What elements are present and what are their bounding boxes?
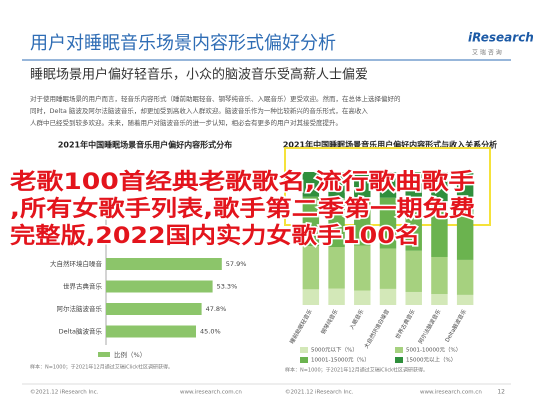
category-label: 阿尔法脑波音乐 (57, 304, 103, 313)
legend-swatch (98, 352, 110, 357)
body-line: 人群中已经受到较多欢迎。未来，随着用户对脑波音乐的进一步认知，相必会有更多的用户… (30, 118, 342, 127)
stacked-segment (405, 200, 422, 251)
value-label: 45.0% (200, 328, 221, 336)
bar (106, 280, 213, 293)
legend-label: 10001-15000元（%） (311, 357, 370, 364)
category-label: 世界古典音乐 (63, 282, 103, 291)
stacked-segment (456, 294, 474, 305)
bar (106, 258, 222, 270)
body-line: 同时，Delta 脑波及阿尔法脑波音乐，却更加受到高收入人群欢迎。脑波音乐作为一… (30, 106, 368, 115)
stacked-segment (431, 172, 448, 208)
stacked-segment (328, 198, 345, 248)
stacked-segment (354, 172, 371, 199)
legend-label: 15000元以上（%） (406, 356, 456, 364)
stacked-segment (405, 291, 422, 305)
legend-swatch (300, 347, 308, 353)
stacked-segment (379, 197, 397, 249)
logo-sub: 艾 瑞 咨 询 (472, 49, 502, 57)
subtitle: 睡眠场景用户偏好轻音乐，小众的脑波音乐受高薪人士偏爱 (30, 67, 368, 83)
value-label: 47.8% (206, 305, 227, 313)
page-number: 12 (497, 389, 505, 396)
bar (106, 325, 196, 338)
body-line: 对于使用睡眠场景的用户而言，轻音乐内容形式（睡前助眠轻音、钢琴纯音乐、入眠音乐）… (30, 94, 401, 103)
stacked-segment (405, 250, 422, 292)
value-label: 53.3% (217, 283, 238, 291)
footer-left: ©2021.12 iResearch Inc. (30, 389, 99, 396)
legend-label: 5001-10000元（%） (406, 347, 461, 354)
footer-site: www.iresearch.com.cn (180, 390, 242, 396)
stacked-segment (302, 246, 320, 290)
legend-swatch (300, 357, 308, 363)
stacked-segment (379, 172, 397, 198)
footer-right: ©2021.12 iResearch Inc. (285, 389, 354, 396)
stacked-segment (431, 294, 448, 305)
stacked-segment (328, 288, 345, 305)
legend-label: 比例（%） (114, 350, 146, 359)
value-label: 57.9% (226, 260, 247, 268)
stacked-segment (354, 198, 371, 246)
legend-swatch (395, 347, 403, 353)
stacked-segment (302, 196, 320, 247)
stacked-segment (456, 211, 474, 260)
stacked-segment (302, 172, 320, 197)
left-chart-title: 2021年中国睡眠场景音乐用户偏好内容形式分布 (58, 140, 232, 150)
overlay-text: 完整版,2022国内实力女歌手100名 (10, 223, 420, 249)
stacked-segment (431, 207, 448, 257)
stacked-segment (302, 289, 320, 305)
source-note: 样本：N=1000；于2021年12月通过艾瑞iClick社区调研获得。 (30, 364, 173, 371)
stacked-segment (379, 248, 397, 289)
overlay-text: 老歌100首经典老歌歌名,流行歌曲歌手 (9, 169, 475, 195)
title: 用户对睡眠音乐场景内容形式偏好分析 (30, 33, 336, 54)
legend-swatch (395, 357, 403, 363)
stacked-segment (354, 245, 371, 291)
stacked-segment (328, 247, 345, 289)
stacked-segment (379, 288, 397, 305)
category-label: Delta脑波音乐 (59, 327, 103, 336)
stacked-segment (456, 259, 474, 295)
footer-site: www.iresearch.com.cn (420, 390, 482, 396)
category-label: 大自然环境白噪音 (50, 259, 103, 268)
overlay-text: ,所有女歌手列表,歌手第二季第一期免费 (10, 196, 475, 222)
overlay: 老歌100首经典老歌歌名,流行歌曲歌手,所有女歌手列表,歌手第二季第一期免费完整… (7, 168, 476, 251)
stacked-segment (354, 290, 371, 305)
right-chart-title: 2021年中国睡眠场景音乐用户偏好内容形式与收入关系分析 (283, 140, 497, 150)
stacked-segment (328, 172, 345, 199)
bar (106, 303, 202, 315)
stacked-segment (431, 256, 448, 295)
legend-label: 5000元以下（%） (311, 347, 358, 354)
stacked-segment (405, 172, 422, 201)
source-note: 样本：N=1000；于2021年12月通过艾瑞iClick社区调研获得。 (285, 367, 428, 374)
logo: iResearch (468, 31, 533, 45)
stacked-segment (456, 172, 474, 212)
